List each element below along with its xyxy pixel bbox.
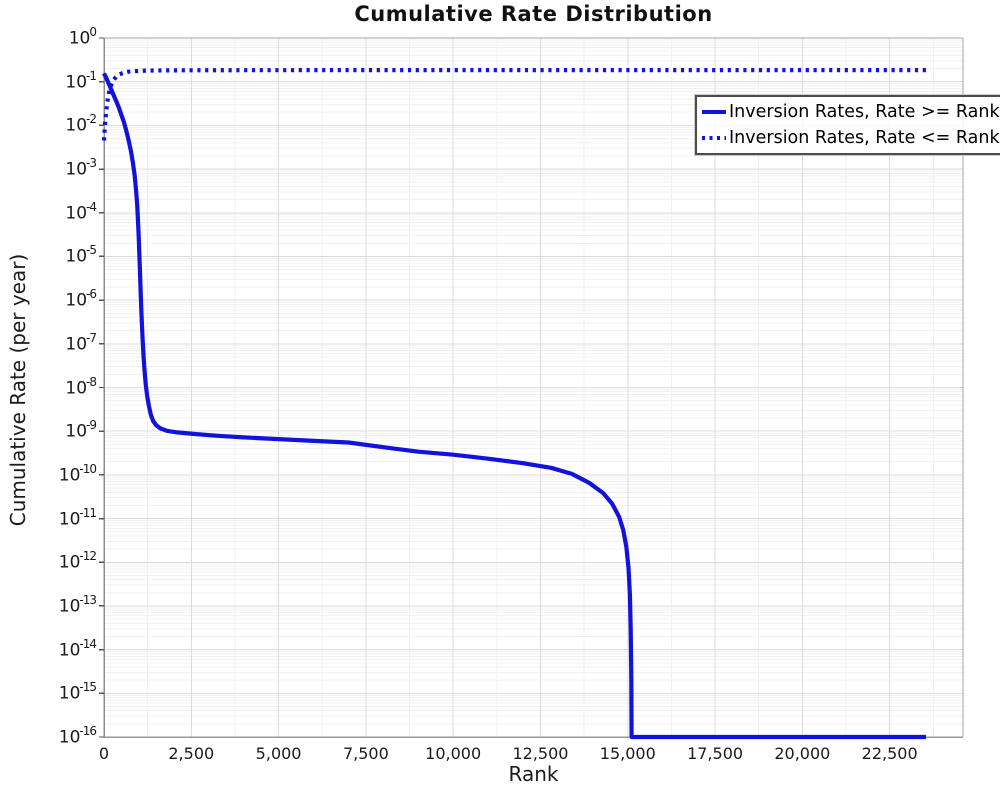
y-tick-label: 10-1 <box>65 68 97 93</box>
y-tick-label: 10-8 <box>65 374 97 399</box>
x-tick-label: 7,500 <box>342 744 389 763</box>
y-tick-label: 10-5 <box>65 243 97 268</box>
y-tick-label: 10-13 <box>58 592 97 617</box>
x-tick-label: 12,500 <box>512 744 569 763</box>
y-tick-label: 10-10 <box>58 461 97 486</box>
y-tick-label: 10-15 <box>58 680 97 704</box>
x-tick-label: 5,000 <box>255 744 302 763</box>
x-tick-label: 22,500 <box>861 744 918 763</box>
y-tick-label: 10-4 <box>65 199 97 224</box>
y-tick-label: 10-2 <box>65 112 97 137</box>
y-tick-label: 10-11 <box>58 505 97 530</box>
legend-line-solid-icon <box>702 110 726 114</box>
legend-line-dotted-icon <box>702 136 726 140</box>
y-tick-label: 10-9 <box>65 418 97 442</box>
x-tick-label: 17,500 <box>687 744 744 763</box>
legend-box: Inversion Rates, Rate >= Rank Inversion R… <box>695 95 1000 155</box>
y-tick-label: 10-12 <box>58 549 97 573</box>
y-tick-label: 10-6 <box>65 287 97 311</box>
legend-entry: Inversion Rates, Rate <= Rank <box>702 126 1000 150</box>
y-tick-label: 10-14 <box>58 636 97 661</box>
chart-title: Cumulative Rate Distribution <box>354 2 713 26</box>
x-tick-label: 15,000 <box>599 744 656 763</box>
y-tick-label: 10-16 <box>58 724 97 748</box>
x-tick-label: 20,000 <box>774 744 831 763</box>
x-tick-label: 2,500 <box>168 744 215 763</box>
y-tick-label: 100 <box>68 25 97 49</box>
x-tick-label: 0 <box>98 744 110 763</box>
x-axis-label: Rank <box>508 762 559 786</box>
legend-entry: Inversion Rates, Rate >= Rank <box>702 100 1000 124</box>
legend-label: Inversion Rates, Rate <= Rank <box>729 128 1000 148</box>
y-tick-label: 10-3 <box>65 156 97 180</box>
plot-area: Inversion Rates, Rate >= Rank Inversion R… <box>99 37 1000 740</box>
legend-label: Inversion Rates, Rate >= Rank <box>729 102 1000 122</box>
y-tick-label: 10-7 <box>65 330 97 355</box>
x-tick-label: 10,000 <box>425 744 482 763</box>
series-line-dotted <box>101 68 926 141</box>
series-line-solid <box>102 72 926 740</box>
